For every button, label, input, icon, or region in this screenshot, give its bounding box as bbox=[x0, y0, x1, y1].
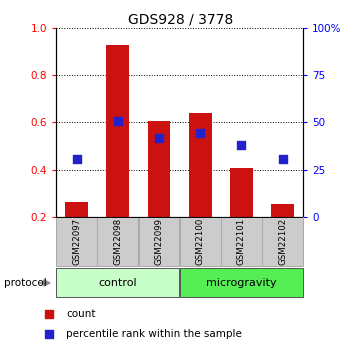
Bar bbox=[189, 113, 212, 217]
Text: GSM22099: GSM22099 bbox=[155, 218, 164, 265]
Text: protocol: protocol bbox=[4, 278, 46, 288]
Bar bbox=[180, 217, 221, 266]
Bar bbox=[148, 121, 170, 217]
Text: control: control bbox=[99, 278, 137, 288]
Text: percentile rank within the sample: percentile rank within the sample bbox=[66, 329, 242, 339]
Point bbox=[46, 311, 52, 317]
Bar bbox=[65, 202, 88, 217]
Bar bbox=[230, 168, 253, 217]
Text: GSM22102: GSM22102 bbox=[278, 218, 287, 265]
Bar bbox=[271, 204, 294, 217]
Text: count: count bbox=[66, 309, 96, 319]
Bar bbox=[262, 217, 303, 266]
Point bbox=[74, 157, 79, 162]
Bar bbox=[56, 268, 179, 297]
Bar bbox=[180, 268, 303, 297]
Point bbox=[115, 119, 121, 124]
Text: GSM22100: GSM22100 bbox=[196, 218, 205, 265]
Point bbox=[156, 135, 162, 141]
Point bbox=[239, 142, 244, 148]
Text: GDS928 / 3778: GDS928 / 3778 bbox=[128, 12, 233, 26]
Text: GSM22101: GSM22101 bbox=[237, 218, 246, 265]
Point bbox=[197, 130, 203, 136]
Point bbox=[280, 157, 286, 162]
Bar bbox=[97, 217, 138, 266]
Bar bbox=[106, 46, 129, 217]
Bar bbox=[221, 217, 262, 266]
Text: GSM22098: GSM22098 bbox=[113, 218, 122, 265]
Text: microgravity: microgravity bbox=[206, 278, 277, 288]
Bar bbox=[139, 217, 179, 266]
Point bbox=[46, 332, 52, 337]
Bar bbox=[56, 217, 97, 266]
Text: GSM22097: GSM22097 bbox=[72, 218, 81, 265]
